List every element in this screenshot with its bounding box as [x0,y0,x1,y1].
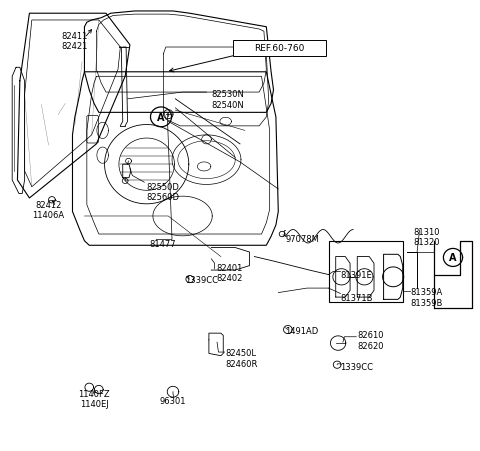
Text: 82401
82402: 82401 82402 [216,263,242,282]
Text: 1339CC: 1339CC [185,275,218,284]
Text: 82450L
82460R: 82450L 82460R [226,349,258,368]
Text: 81371B: 81371B [340,293,373,302]
Text: A: A [157,113,165,123]
Text: 97078M: 97078M [286,235,319,244]
Text: 81359A
81359B: 81359A 81359B [410,288,442,307]
Text: 82530N
82540N: 82530N 82540N [211,90,244,109]
Text: 81310
81320: 81310 81320 [413,227,440,246]
FancyBboxPatch shape [328,241,403,302]
Text: 82411
82421: 82411 82421 [62,32,88,51]
Text: 81477: 81477 [149,239,176,248]
Text: A: A [449,253,457,263]
Text: REF.60-760: REF.60-760 [254,44,304,53]
Text: 81391E: 81391E [340,271,372,280]
Text: 1491AD: 1491AD [286,327,319,336]
Text: 82550D
82560D: 82550D 82560D [147,182,180,202]
Text: 1339CC: 1339CC [340,363,373,372]
Text: 96301: 96301 [160,396,186,405]
Text: 82610
82620: 82610 82620 [357,331,384,350]
FancyBboxPatch shape [233,41,325,57]
Text: 1140FZ
1140EJ: 1140FZ 1140EJ [78,389,110,408]
Text: 82412
11406A: 82412 11406A [33,200,65,220]
FancyBboxPatch shape [87,116,98,144]
